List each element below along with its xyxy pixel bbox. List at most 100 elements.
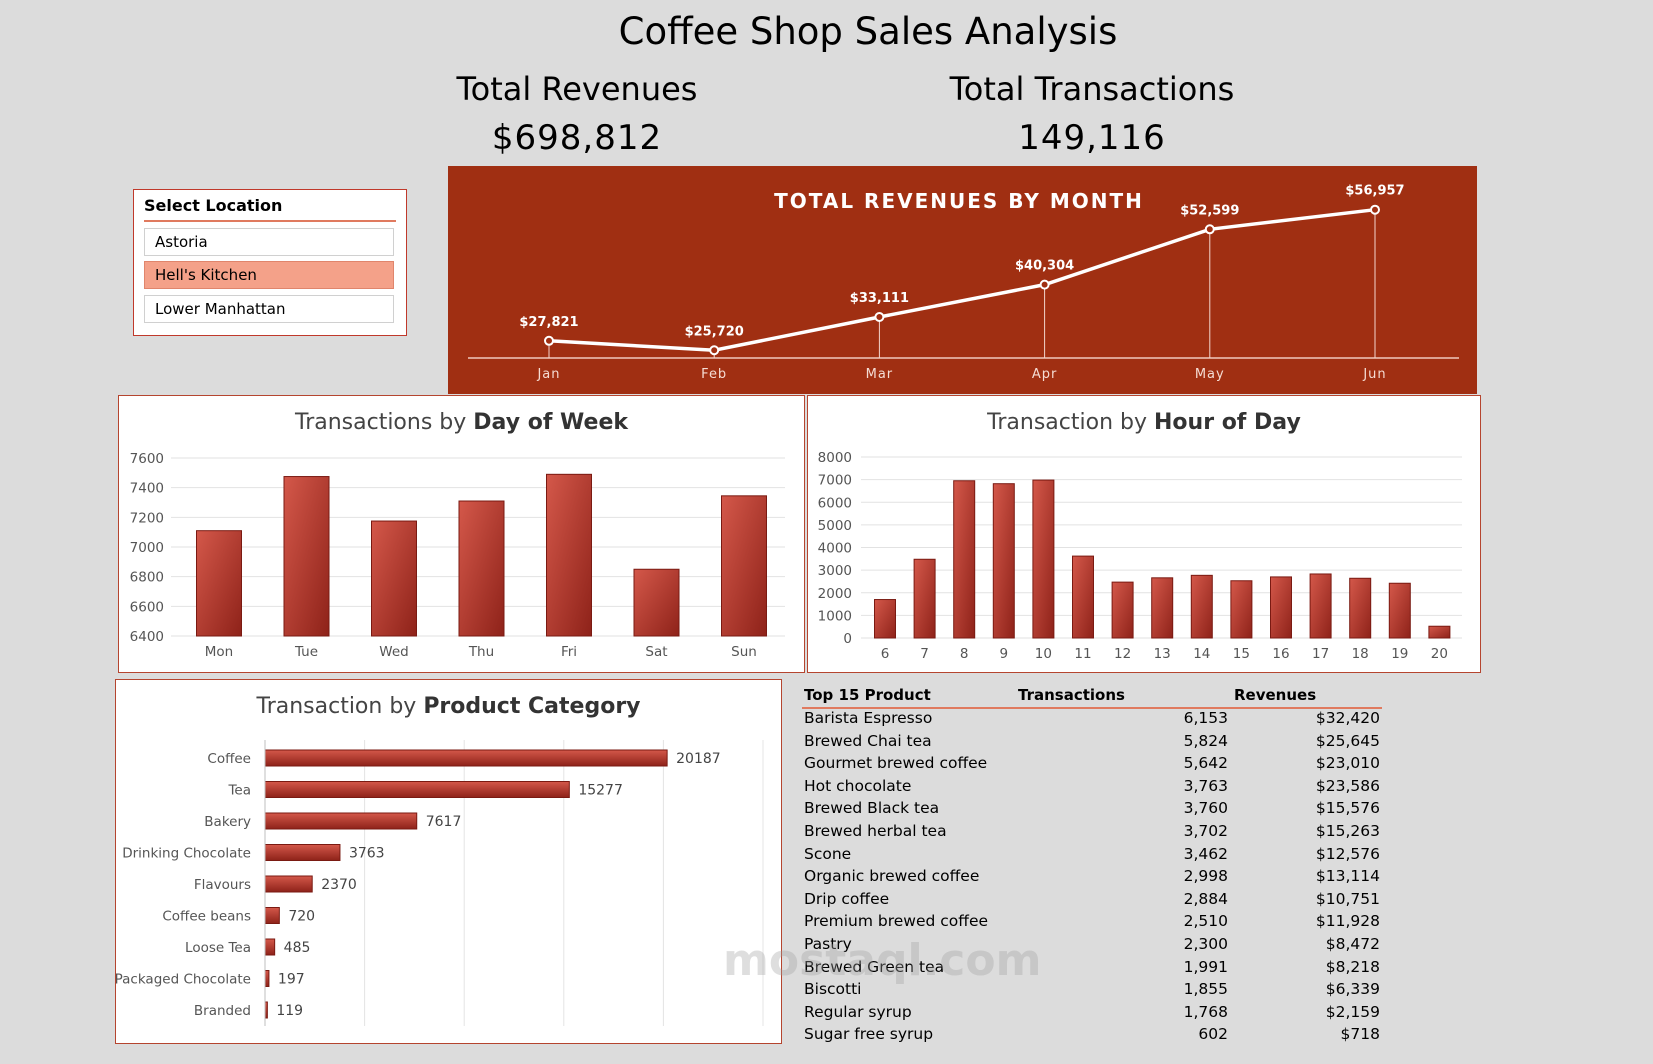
table-row: Brewed Green tea 1,991 $8,218 (802, 958, 1382, 980)
transactions-cell: 2,884 (1183, 889, 1228, 908)
point-apr (1039, 279, 1050, 290)
bar-13 (1151, 577, 1174, 639)
revenue-cell: $32,420 (1315, 709, 1380, 727)
x-tick-label-7: 7 (920, 646, 929, 662)
day-of-week-chart: 6400 6600 6800 7000 7200 7400 7600 Mon Tue Wed Thu… (130, 451, 785, 660)
hour-of-day-chart: 0 1000 2000 3000 4000 5000 6000 7000 8000 6 7 8 9 10 1… (818, 450, 1462, 662)
slicer-item-lower-manhattan[interactable]: Lower Manhattan (144, 295, 394, 323)
table-row: Regular syrup 1,768 $2,159 (802, 1003, 1382, 1025)
product-category-title: Transaction by Product Category (256, 694, 641, 719)
revenue-cell: $718 (1340, 1025, 1380, 1044)
bar-17 (1309, 573, 1332, 639)
x-tick-label-15: 15 (1233, 646, 1250, 662)
table-row: Organic brewed coffee 2,998 $13,114 (802, 867, 1382, 889)
point-may (1204, 224, 1215, 235)
product-name: Regular syrup (804, 1002, 912, 1021)
kpi-transactions-value: 149,116 (1018, 118, 1166, 158)
x-tick-label-may: May (1195, 367, 1225, 382)
y-tick-label-6400: 6400 (130, 629, 164, 645)
product-name: Organic brewed coffee (804, 867, 980, 886)
table-row: Brewed Chai tea 5,824 $25,645 (802, 732, 1382, 754)
data-label-drinking-chocolate: 3763 (349, 846, 385, 862)
bar-16 (1270, 576, 1292, 639)
table-row: Hot chocolate 3,763 $23,586 (802, 777, 1382, 799)
data-label-jun: $56,957 (1345, 184, 1404, 199)
bar-8 (953, 480, 976, 639)
bar-fri (546, 473, 592, 637)
transactions-cell: 1,991 (1183, 957, 1228, 976)
product-name: Barista Espresso (804, 709, 933, 727)
revenue-cell: $11,928 (1315, 912, 1380, 931)
day-of-week-title: Transactions by Day of Week (294, 410, 629, 435)
bar-12 (1111, 581, 1134, 639)
revenue-cell: $6,339 (1325, 980, 1380, 999)
revenue-by-month-chart: TOTAL REVENUES BY MONTH Jan $27,821 Feb $25,… (468, 184, 1459, 382)
bar-drinking-chocolate (264, 844, 341, 861)
product-name: Hot chocolate (804, 776, 912, 795)
table-row: Pastry 2,300 $8,472 (802, 935, 1382, 957)
y-tick-label-7200: 7200 (130, 510, 164, 526)
location-slicer: Select Location Astoria Hell's Kitchen L… (133, 189, 407, 336)
bar-coffee-beans (264, 907, 280, 924)
bar-coffee (264, 749, 668, 767)
y-tick-label-packaged-chocolate: Packaged Chocolate (116, 972, 251, 988)
table-header-transactions: Transactions (1018, 686, 1125, 704)
y-tick-label-6800: 6800 (130, 570, 164, 586)
product-name: Biscotti (804, 980, 862, 999)
bar-19 (1388, 582, 1411, 639)
watermark: mostaql.com (723, 935, 1042, 986)
data-label-loose-tea: 485 (284, 940, 311, 956)
product-name: Gourmet brewed coffee (804, 754, 988, 773)
bar-loose-tea (264, 938, 276, 956)
x-tick-label-13: 13 (1154, 646, 1171, 662)
x-tick-label-6: 6 (881, 646, 890, 662)
transactions-cell: 5,824 (1183, 731, 1228, 750)
slicer-item-hells-kitchen[interactable]: Hell's Kitchen (144, 261, 394, 289)
data-label-mar: $33,111 (850, 291, 909, 306)
x-tick-label-mon: Mon (205, 644, 233, 660)
table-header-product: Top 15 Product (804, 686, 931, 704)
transactions-cell: 5,642 (1183, 754, 1228, 773)
y-tick-label-4000: 4000 (818, 541, 852, 557)
y-tick-label-7000: 7000 (130, 540, 164, 556)
slicer-divider (144, 220, 396, 222)
table-header-revenues: Revenues (1234, 686, 1317, 704)
x-tick-label-10: 10 (1035, 646, 1052, 662)
bar-bakery (264, 812, 418, 830)
y-tick-label-8000: 8000 (818, 450, 852, 466)
product-name: Scone (804, 844, 852, 863)
bar-18 (1349, 577, 1372, 639)
x-tick-label-11: 11 (1074, 646, 1091, 662)
y-tick-label-7400: 7400 (130, 481, 164, 497)
x-tick-label-fri: Fri (561, 644, 577, 660)
slicer-item-astoria[interactable]: Astoria (144, 228, 394, 256)
bar-20 (1428, 625, 1451, 639)
table-row: Scone 3,462 $12,576 (802, 845, 1382, 867)
x-tick-label-17: 17 (1312, 646, 1329, 662)
hour-of-day-title: Transaction by Hour of Day (987, 410, 1301, 435)
product-name: Premium brewed coffee (804, 912, 989, 931)
x-tick-label-jun: Jun (1362, 367, 1386, 382)
table-row: Drip coffee 2,884 $10,751 (802, 890, 1382, 912)
revenue-cell: $23,010 (1315, 754, 1380, 773)
revenue-cell: $15,263 (1315, 822, 1380, 840)
revenue-line (548, 207, 1376, 353)
bar-flavours (264, 875, 313, 893)
table-row: Barista Espresso 6,153 $32,420 (802, 709, 1382, 731)
transactions-cell: 2,998 (1183, 867, 1228, 886)
point-jan (544, 335, 554, 346)
data-label-branded: 119 (276, 1003, 303, 1019)
top-products-table: Top 15 Product Transactions Revenues Bar… (802, 686, 1386, 1046)
y-tick-label-6000: 6000 (818, 495, 852, 511)
y-tick-label-6600: 6600 (130, 599, 164, 615)
point-jun (1370, 204, 1380, 215)
revenue-cell: $10,751 (1315, 889, 1380, 908)
bar-packaged-chocolate (264, 970, 270, 987)
y-tick-label-coffee-beans: Coffee beans (162, 909, 251, 925)
revenue-cell: $23,586 (1315, 776, 1380, 795)
bar-7 (913, 558, 936, 639)
kpi-revenue-value: $698,812 (491, 118, 663, 158)
x-tick-label-apr: Apr (1032, 367, 1058, 382)
x-tick-label-tue: Tue (294, 644, 318, 660)
revenue-cell: $12,576 (1315, 844, 1380, 863)
